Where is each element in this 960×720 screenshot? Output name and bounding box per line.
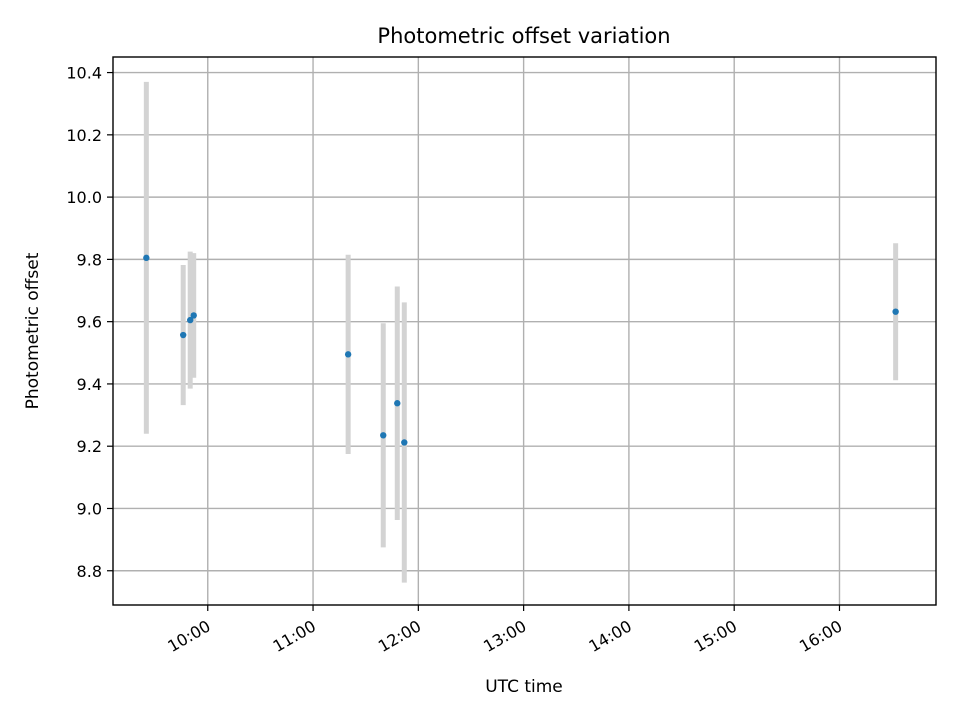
x-tick-label: 15:00 (691, 616, 740, 656)
data-point (892, 308, 899, 315)
x-axis-label: UTC time (485, 677, 563, 697)
plot-frame (112, 56, 937, 606)
data-point (143, 254, 150, 262)
y-tick-label: 8.8 (77, 562, 102, 581)
y-tick-label: 9.8 (77, 250, 102, 269)
x-axis: 10:00 11:00 12:00 13:00 14:00 15:00 16:00 (164, 605, 845, 656)
x-tick-label: 13:00 (480, 616, 529, 656)
data-point (190, 312, 197, 319)
data-point (187, 316, 194, 324)
grid (113, 57, 936, 605)
y-tick-label: 9.2 (77, 437, 102, 456)
data-points (143, 254, 899, 446)
y-tick-label: 10.4 (66, 64, 102, 83)
y-axis: 8.8 9.0 9.2 9.4 9.6 9.8 10.0 10.2 10.4 (66, 64, 113, 581)
y-axis-label: Photometric offset (23, 252, 43, 409)
x-tick-label: 12:00 (375, 616, 424, 656)
y-tick-label: 10.0 (66, 188, 102, 207)
x-tick-label: 14:00 (585, 616, 634, 656)
error-bars (143, 81, 899, 583)
data-point (394, 400, 401, 407)
y-tick-label: 9.4 (77, 375, 102, 394)
x-tick-label: 10:00 (164, 616, 213, 656)
x-tick-label: 16:00 (796, 616, 845, 656)
y-tick-label: 9.0 (77, 499, 102, 518)
data-point (380, 432, 387, 439)
chart-title: Photometric offset variation (377, 24, 670, 48)
y-tick-label: 9.6 (77, 313, 102, 332)
data-point (401, 439, 408, 446)
data-point (344, 351, 352, 358)
x-tick-label: 11:00 (270, 616, 319, 656)
data-point (179, 331, 187, 339)
y-tick-label: 10.2 (66, 126, 102, 145)
